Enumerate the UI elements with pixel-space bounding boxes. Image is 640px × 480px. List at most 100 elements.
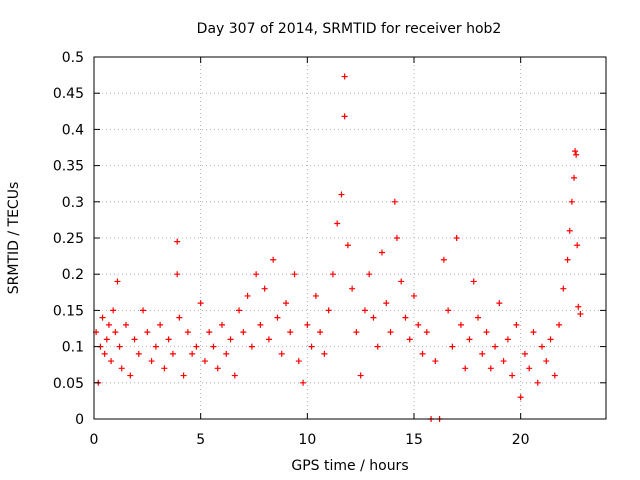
- data-point: [169, 350, 176, 357]
- data-point: [551, 372, 558, 379]
- data-point: [568, 198, 575, 205]
- data-point: [383, 300, 390, 307]
- data-point: [291, 271, 298, 278]
- data-point: [214, 365, 221, 372]
- data-point: [253, 271, 260, 278]
- data-point: [329, 271, 336, 278]
- data-point: [174, 238, 181, 245]
- data-point: [197, 300, 204, 307]
- data-point: [543, 358, 550, 365]
- data-point: [496, 300, 503, 307]
- data-point: [274, 314, 281, 321]
- data-point: [479, 350, 486, 357]
- data-point: [402, 314, 409, 321]
- y-tick-label: 0.05: [53, 376, 84, 392]
- data-point: [341, 73, 348, 80]
- data-point: [457, 321, 464, 328]
- data-point: [387, 329, 394, 336]
- data-point: [566, 227, 573, 234]
- y-tick-label: 0.25: [53, 231, 84, 247]
- data-point: [509, 372, 516, 379]
- data-points: [93, 73, 584, 422]
- data-point: [157, 321, 164, 328]
- data-point: [560, 285, 567, 292]
- y-tick-label: 0.4: [62, 122, 84, 138]
- data-point: [223, 350, 230, 357]
- data-point: [534, 379, 541, 386]
- data-point: [517, 394, 524, 401]
- grid: [94, 57, 606, 419]
- data-point: [341, 113, 348, 120]
- y-axis-title: SRMTID / TECUs: [6, 182, 22, 295]
- tick-labels: 0 0.05 0.1 0.15 0.2 0.25 0.3 0.35 0.4 0.45 0.5 0 5 10…: [53, 50, 530, 448]
- data-point: [312, 292, 319, 299]
- data-point: [349, 285, 356, 292]
- data-point: [135, 350, 142, 357]
- data-point: [257, 321, 264, 328]
- data-point: [265, 336, 272, 343]
- data-point: [415, 321, 422, 328]
- data-point: [127, 372, 134, 379]
- data-point: [317, 329, 324, 336]
- data-point: [391, 198, 398, 205]
- data-point: [231, 372, 238, 379]
- data-point: [325, 307, 332, 314]
- data-point: [338, 191, 345, 198]
- data-point: [366, 271, 373, 278]
- x-tick-label: 5: [196, 432, 205, 448]
- data-point: [487, 365, 494, 372]
- data-point: [103, 336, 110, 343]
- data-point: [108, 358, 115, 365]
- data-point: [152, 343, 159, 350]
- data-point: [261, 285, 268, 292]
- data-point: [118, 365, 125, 372]
- y-tick-label: 0.45: [53, 86, 84, 102]
- ticks: [93, 56, 606, 420]
- data-point: [144, 329, 151, 336]
- y-tick-label: 0.2: [62, 267, 84, 283]
- data-point: [575, 303, 582, 310]
- data-point: [227, 336, 234, 343]
- data-point: [374, 343, 381, 350]
- data-point: [295, 358, 302, 365]
- data-point: [453, 235, 460, 241]
- data-point: [449, 343, 456, 350]
- x-tick-label: 15: [405, 432, 423, 448]
- x-tick-label: 10: [298, 432, 316, 448]
- data-point: [148, 358, 155, 365]
- data-point: [321, 350, 328, 357]
- x-tick-label: 0: [90, 432, 99, 448]
- data-point: [357, 372, 364, 379]
- data-point: [180, 372, 187, 379]
- x-axis-title: GPS time / hours: [291, 458, 408, 474]
- data-point: [131, 336, 138, 343]
- data-point: [361, 307, 368, 314]
- data-point: [193, 343, 200, 350]
- data-point: [564, 256, 571, 263]
- data-point: [105, 321, 112, 328]
- data-point: [344, 242, 351, 249]
- data-point: [423, 329, 430, 336]
- data-point: [300, 379, 307, 386]
- y-tick-label: 0.15: [53, 303, 84, 319]
- x-tick-label: 20: [512, 432, 530, 448]
- data-point: [244, 292, 251, 299]
- data-point: [184, 329, 191, 336]
- data-point: [114, 278, 121, 285]
- data-point: [112, 329, 119, 336]
- data-point: [432, 358, 439, 365]
- y-tick-label: 0: [75, 412, 84, 428]
- data-point: [571, 174, 577, 181]
- data-point: [521, 350, 528, 357]
- data-point: [110, 307, 117, 314]
- data-point: [206, 329, 213, 336]
- y-tick-label: 0.35: [53, 159, 84, 175]
- y-tick-label: 0.5: [62, 50, 84, 66]
- data-point: [504, 336, 511, 343]
- data-point: [99, 314, 106, 321]
- data-point: [123, 321, 129, 328]
- data-point: [470, 278, 477, 285]
- data-point: [513, 321, 520, 328]
- data-point: [283, 300, 289, 307]
